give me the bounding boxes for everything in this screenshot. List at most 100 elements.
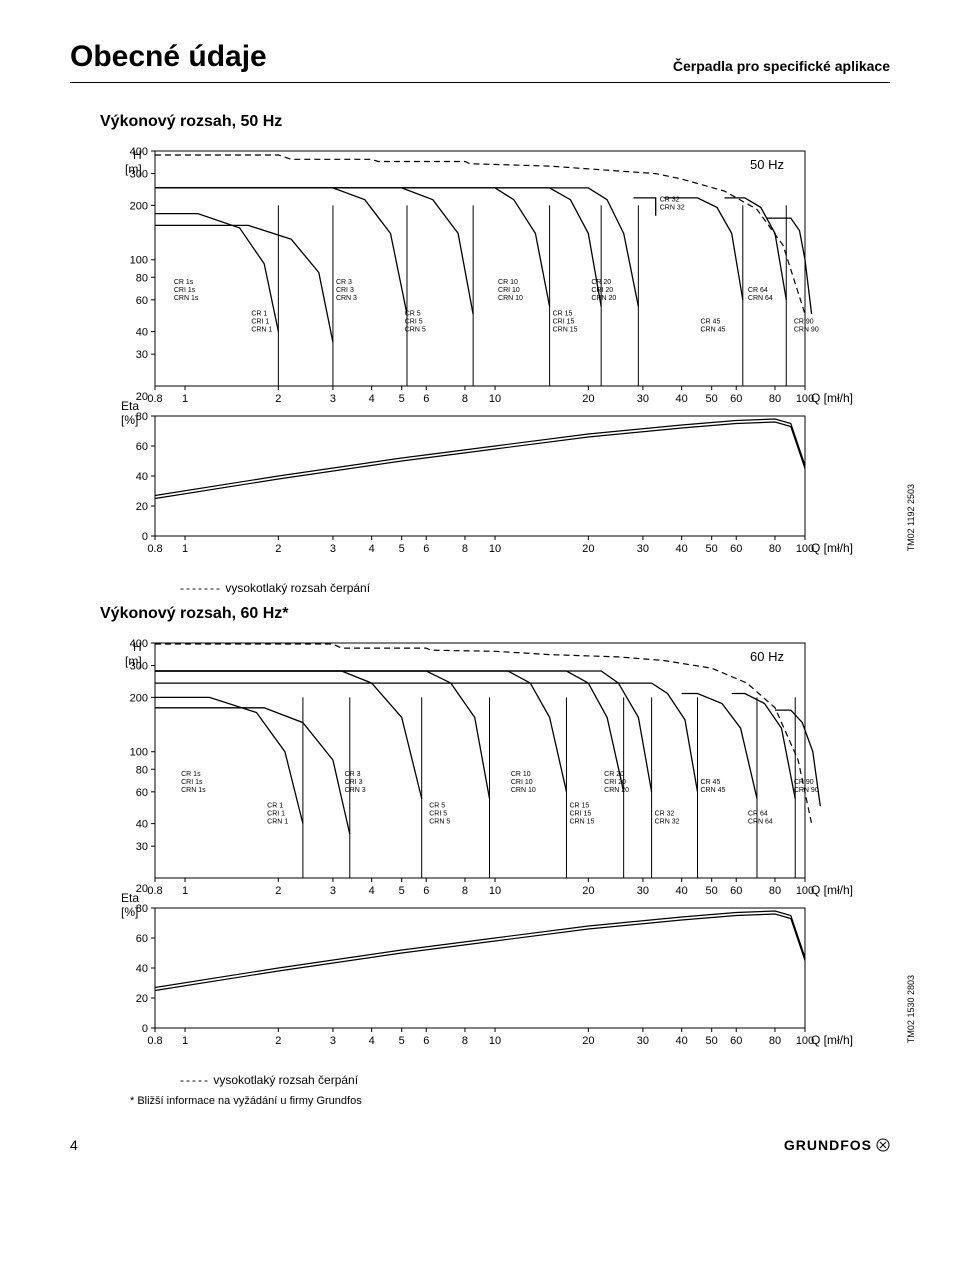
legend-60: ----- vysokotlaký rozsah čerpání	[180, 1073, 890, 1087]
svg-text:CRI 1s: CRI 1s	[174, 287, 196, 294]
svg-text:CR 45: CR 45	[701, 779, 721, 786]
chart-50hz: 40030020010080604030H[m]20806040200Eta[%…	[100, 141, 890, 571]
tm-code-60: TM02 1530 2803	[906, 975, 916, 1043]
svg-text:0: 0	[142, 531, 148, 543]
tm-code-50: TM02 1192 2503	[906, 484, 916, 551]
chart-60hz: 40030020010080604030H[m]20806040200Eta[%…	[100, 633, 890, 1063]
svg-text:60: 60	[136, 295, 148, 307]
svg-text:CR 32: CR 32	[655, 811, 675, 818]
svg-text:30: 30	[637, 885, 649, 897]
svg-text:80: 80	[769, 1035, 781, 1047]
svg-text:CRN 1s: CRN 1s	[181, 787, 206, 794]
svg-text:20: 20	[582, 393, 594, 405]
svg-text:CR 90: CR 90	[794, 779, 814, 786]
svg-text:H: H	[133, 148, 142, 162]
svg-text:10: 10	[489, 543, 501, 555]
svg-text:30: 30	[136, 841, 148, 853]
svg-text:CRN 3: CRN 3	[345, 787, 366, 794]
brand-logo: GRUNDFOS	[784, 1137, 890, 1153]
svg-text:5: 5	[399, 1035, 405, 1047]
svg-text:CRN 20: CRN 20	[591, 295, 616, 302]
svg-text:CR 20: CR 20	[604, 771, 624, 778]
svg-text:CR 3: CR 3	[336, 279, 352, 286]
svg-text:4: 4	[369, 885, 375, 897]
svg-text:CRN 1: CRN 1	[251, 327, 272, 334]
page-title: Obecné údaje	[70, 40, 267, 74]
svg-text:CRN 10: CRN 10	[511, 787, 536, 794]
legend-text-60: vysokotlaký rozsah čerpání	[213, 1073, 358, 1087]
svg-text:CRI 1: CRI 1	[267, 811, 285, 818]
svg-text:5: 5	[399, 543, 405, 555]
svg-text:[%]: [%]	[121, 413, 138, 427]
legend-text-50: vysokotlaký rozsah čerpání	[225, 581, 370, 595]
svg-text:CR 32: CR 32	[660, 197, 680, 204]
svg-text:20: 20	[136, 993, 148, 1005]
svg-text:1: 1	[182, 1035, 188, 1047]
svg-text:CRI 3: CRI 3	[336, 287, 354, 294]
svg-text:60: 60	[136, 933, 148, 945]
svg-text:CRN 90: CRN 90	[794, 327, 819, 334]
svg-text:8: 8	[462, 885, 468, 897]
svg-text:CRI 15: CRI 15	[553, 319, 575, 326]
svg-text:CRI 3: CRI 3	[345, 779, 363, 786]
svg-text:10: 10	[489, 1035, 501, 1047]
svg-text:50: 50	[706, 1035, 718, 1047]
brand-mark-icon	[876, 1138, 890, 1152]
svg-text:100: 100	[130, 255, 148, 267]
page-header: Obecné údaje Čerpadla pro specifické apl…	[70, 40, 890, 83]
svg-text:10: 10	[489, 885, 501, 897]
svg-text:CRI 10: CRI 10	[498, 287, 520, 294]
svg-text:CRN 5: CRN 5	[405, 327, 426, 334]
svg-text:40: 40	[136, 471, 148, 483]
svg-text:60 Hz: 60 Hz	[750, 649, 784, 664]
svg-text:CR 90: CR 90	[794, 319, 814, 326]
svg-text:40: 40	[136, 819, 148, 831]
svg-text:6: 6	[423, 393, 429, 405]
svg-text:3: 3	[330, 393, 336, 405]
svg-text:CRN 90: CRN 90	[794, 787, 819, 794]
svg-text:1: 1	[182, 543, 188, 555]
svg-text:[%]: [%]	[121, 905, 138, 919]
svg-text:10: 10	[489, 393, 501, 405]
svg-text:CRN 45: CRN 45	[701, 327, 726, 334]
svg-text:0.8: 0.8	[147, 1035, 162, 1047]
svg-text:Eta: Eta	[121, 399, 139, 413]
svg-text:CR 15: CR 15	[569, 803, 589, 810]
svg-text:CRI 5: CRI 5	[405, 319, 423, 326]
svg-text:[m]: [m]	[125, 654, 142, 668]
svg-text:50: 50	[706, 393, 718, 405]
legend-dash-60: -----	[180, 1073, 210, 1087]
svg-text:20: 20	[582, 1035, 594, 1047]
svg-text:200: 200	[130, 692, 148, 704]
svg-text:40: 40	[676, 885, 688, 897]
svg-text:8: 8	[462, 543, 468, 555]
footnote: * Bližší informace na vyžádání u firmy G…	[130, 1095, 890, 1107]
svg-text:60: 60	[730, 543, 742, 555]
svg-text:6: 6	[423, 543, 429, 555]
svg-text:CRI 1s: CRI 1s	[181, 779, 203, 786]
svg-text:50: 50	[706, 543, 718, 555]
svg-text:200: 200	[130, 200, 148, 212]
svg-text:40: 40	[136, 327, 148, 339]
svg-text:5: 5	[399, 885, 405, 897]
svg-text:CRN 3: CRN 3	[336, 295, 357, 302]
svg-text:2: 2	[275, 543, 281, 555]
svg-text:CRN 64: CRN 64	[748, 295, 773, 302]
svg-text:CRI 20: CRI 20	[604, 779, 626, 786]
svg-text:CRI 15: CRI 15	[569, 811, 591, 818]
svg-text:H: H	[133, 640, 142, 654]
svg-text:40: 40	[676, 393, 688, 405]
svg-text:CR 1s: CR 1s	[174, 279, 194, 286]
svg-text:CRN 45: CRN 45	[701, 787, 726, 794]
svg-text:CR 1s: CR 1s	[181, 771, 201, 778]
svg-text:40: 40	[136, 963, 148, 975]
svg-text:30: 30	[136, 349, 148, 361]
svg-text:CR 15: CR 15	[553, 311, 573, 318]
svg-text:80: 80	[769, 543, 781, 555]
svg-text:CRI 5: CRI 5	[429, 811, 447, 818]
svg-text:80: 80	[136, 764, 148, 776]
svg-text:CR 1: CR 1	[251, 311, 267, 318]
svg-text:CR 64: CR 64	[748, 287, 768, 294]
svg-text:80: 80	[769, 885, 781, 897]
svg-text:CRN 64: CRN 64	[748, 819, 773, 826]
